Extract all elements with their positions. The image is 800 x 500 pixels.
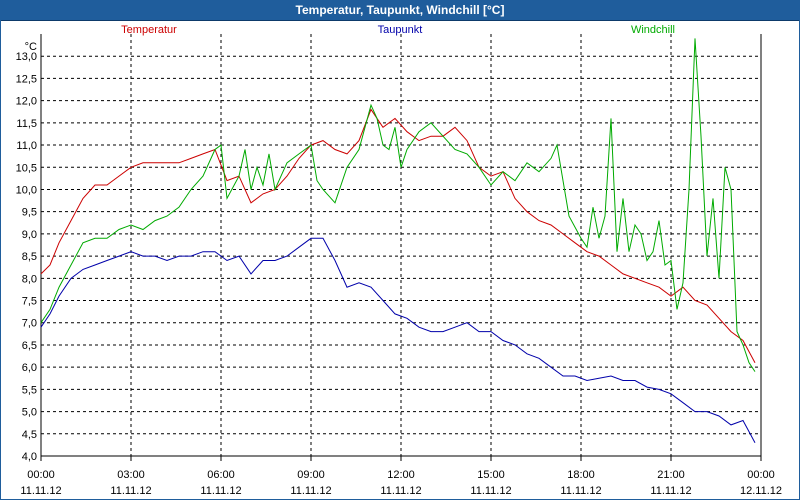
y-tick-label: 11,5 (16, 118, 37, 130)
y-tick-label: 8,5 (22, 251, 37, 263)
y-tick-label: 7,0 (22, 318, 37, 330)
y-tick-label: 13,0 (16, 51, 37, 63)
window-title: Temperatur, Taupunkt, Windchill [°C] (0, 0, 800, 21)
y-tick-label: 6,5 (22, 340, 37, 352)
y-axis-unit: °C (25, 41, 37, 53)
chart-frame: 4,0 4,5 5,0 5,5 6,0 6,5 7,0 7,5 8,0 8,5 9,0 9,5 10,0… (0, 20, 800, 500)
legend-taupunkt: Taupunkt (378, 24, 423, 36)
axes (40, 34, 762, 461)
y-tick-label: 12,5 (16, 73, 37, 85)
x-tick-time: 12:00 (387, 469, 415, 481)
y-tick-label: 7,5 (22, 296, 37, 308)
series-lines (40, 38, 756, 443)
x-tick-labels: 00:00 11.11.12 03:00 11.11.12 06:00 11.11.12 0… (20, 469, 782, 497)
series-line-temperatur (40, 108, 756, 363)
x-tick-date: 11.11.12 (470, 485, 511, 497)
legend-windchill: Windchill (631, 24, 675, 36)
series-line-windchill (40, 38, 756, 372)
x-tick-time: 00:00 (27, 469, 55, 481)
x-tick-time: 21:00 (657, 469, 685, 481)
x-tick-date: 11.11.12 (20, 485, 61, 497)
y-tick-label: 6,0 (22, 362, 37, 374)
x-tick-time: 18:00 (567, 469, 595, 481)
series-line-taupunkt (40, 237, 756, 443)
y-tick-label: 12,0 (16, 96, 37, 108)
x-tick-time: 06:00 (207, 469, 235, 481)
legend-temperatur: Temperatur (121, 24, 177, 36)
y-tick-label: 5,0 (22, 407, 37, 419)
x-tick-time: 03:00 (117, 469, 145, 481)
y-tick-label: 10,5 (16, 162, 37, 174)
x-tick-date: 11.11.12 (200, 485, 241, 497)
line-chart: 4,0 4,5 5,0 5,5 6,0 6,5 7,0 7,5 8,0 8,5 9,0 9,5 10,0… (16, 24, 782, 497)
y-tick-label: 10,0 (16, 184, 37, 196)
x-tick-date: 11.11.12 (560, 485, 601, 497)
y-tick-label: 9,5 (22, 207, 37, 219)
y-tick-label: 4,0 (22, 451, 37, 463)
x-tick-time: 15:00 (477, 469, 505, 481)
y-tick-label: 8,0 (22, 273, 37, 285)
x-tick-date: 11.11.12 (290, 485, 331, 497)
x-tick-time: 00:00 (747, 469, 775, 481)
y-tick-label: 9,0 (22, 229, 37, 241)
y-tick-labels: 4,0 4,5 5,0 5,5 6,0 6,5 7,0 7,5 8,0 8,5 9,0 9,5 10,0… (16, 41, 37, 463)
y-tick-label: 11,0 (16, 140, 37, 152)
x-tick-date: 11.11.12 (650, 485, 691, 497)
x-tick-date: 11.11.12 (380, 485, 421, 497)
x-tick-date: 11.11.12 (110, 485, 151, 497)
x-tick-date: 12.11.12 (740, 485, 782, 497)
legend: Temperatur Taupunkt Windchill (121, 24, 675, 36)
grid-lines (41, 34, 761, 456)
y-tick-label: 5,5 (22, 384, 37, 396)
y-tick-label: 4,5 (22, 429, 37, 441)
x-tick-time: 09:00 (297, 469, 325, 481)
